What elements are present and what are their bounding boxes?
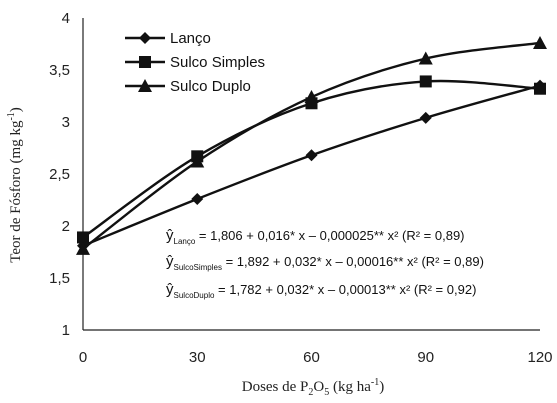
data-point-triangle <box>418 51 433 65</box>
y-tick-label: 1 <box>62 322 70 339</box>
legend-label: Sulco Simples <box>170 54 265 71</box>
y-tick-label: 1,5 <box>49 270 70 287</box>
equation-expression: = 1,782 + 0,032* x – 0,00013** x² (R² = … <box>214 282 476 297</box>
regression-equation: ŷSulcoSimples = 1,892 + 0,032* x – 0,000… <box>166 253 484 272</box>
equations: ŷLanço = 1,806 + 0,016* x – 0,000025** x… <box>166 227 484 300</box>
legend-marker-triangle <box>138 79 152 92</box>
x-axis-title-unit: (kg ha <box>329 379 371 395</box>
x-axis-title-pre: Doses de P <box>242 379 309 395</box>
x-axis-title: Doses de P2O5 (kg ha-1) <box>242 377 385 398</box>
tick-labels: 0 30 60 90 120 1 1,5 2 2,5 3 3,5 4 <box>49 10 552 366</box>
data-point-triangle <box>304 90 319 104</box>
series-line-0 <box>82 84 541 247</box>
legend: Lanço Sulco Simples Sulco Duplo <box>125 30 265 95</box>
y-tick-label: 3,5 <box>49 62 70 79</box>
x-tick-label: 0 <box>79 349 87 366</box>
x-tick-label: 90 <box>417 349 434 366</box>
y-hat-symbol: ŷ <box>166 281 174 298</box>
x-tick-label: 120 <box>527 349 552 366</box>
x-axis-title-mid: O <box>313 379 324 395</box>
data-point-triangle <box>190 154 205 168</box>
y-tick-label: 2,5 <box>49 166 70 183</box>
y-axis-title-sup: -1 <box>6 112 17 120</box>
data-point-square <box>419 75 432 88</box>
y-hat-symbol: ŷ <box>166 227 174 244</box>
y-axis-title: Teor de Fósforo (mg kg-1) <box>6 107 24 263</box>
y-hat-symbol: ŷ <box>166 253 174 270</box>
axes <box>82 18 540 331</box>
x-axis-title-close: ) <box>379 379 384 395</box>
x-axis-title-sub2: 5 <box>324 387 329 398</box>
legend-marker-square <box>139 56 151 68</box>
data-point-square <box>77 231 89 244</box>
equation-subscript: Lanço <box>174 237 196 246</box>
regression-equation: ŷSulcoDuplo = 1,782 + 0,032* x – 0,00013… <box>166 281 476 300</box>
y-tick-label: 2 <box>62 218 70 235</box>
y-tick-label: 4 <box>62 10 70 27</box>
data-point-diamond <box>419 111 432 124</box>
data-point-square <box>534 82 546 95</box>
data-point-diamond <box>305 149 318 162</box>
legend-marker-diamond <box>139 32 151 44</box>
data-point-triangle <box>533 35 547 49</box>
data-point-diamond <box>191 192 204 205</box>
equation-subscript: SulcoDuplo <box>174 291 215 300</box>
legend-label: Sulco Duplo <box>170 78 251 95</box>
equation-subscript: SulcoSimples <box>174 263 222 272</box>
data-point-triangle <box>76 241 90 255</box>
equation-expression: = 1,892 + 0,032* x – 0,00016** x² (R² = … <box>222 254 484 269</box>
y-axis-title-close: ) <box>8 107 24 112</box>
y-axis-title-main: Teor de Fósforo (mg kg <box>8 120 24 263</box>
series-group <box>76 35 547 255</box>
y-tick-label: 3 <box>62 114 70 131</box>
x-axis-title-sub1: 2 <box>308 387 313 398</box>
x-tick-label: 60 <box>303 349 320 366</box>
equation-expression: = 1,806 + 0,016* x – 0,000025** x² (R² =… <box>195 228 464 243</box>
x-axis-title-sup: -1 <box>371 377 379 388</box>
x-tick-label: 30 <box>189 349 206 366</box>
regression-equation: ŷLanço = 1,806 + 0,016* x – 0,000025** x… <box>166 227 465 246</box>
legend-label: Lanço <box>170 30 211 47</box>
